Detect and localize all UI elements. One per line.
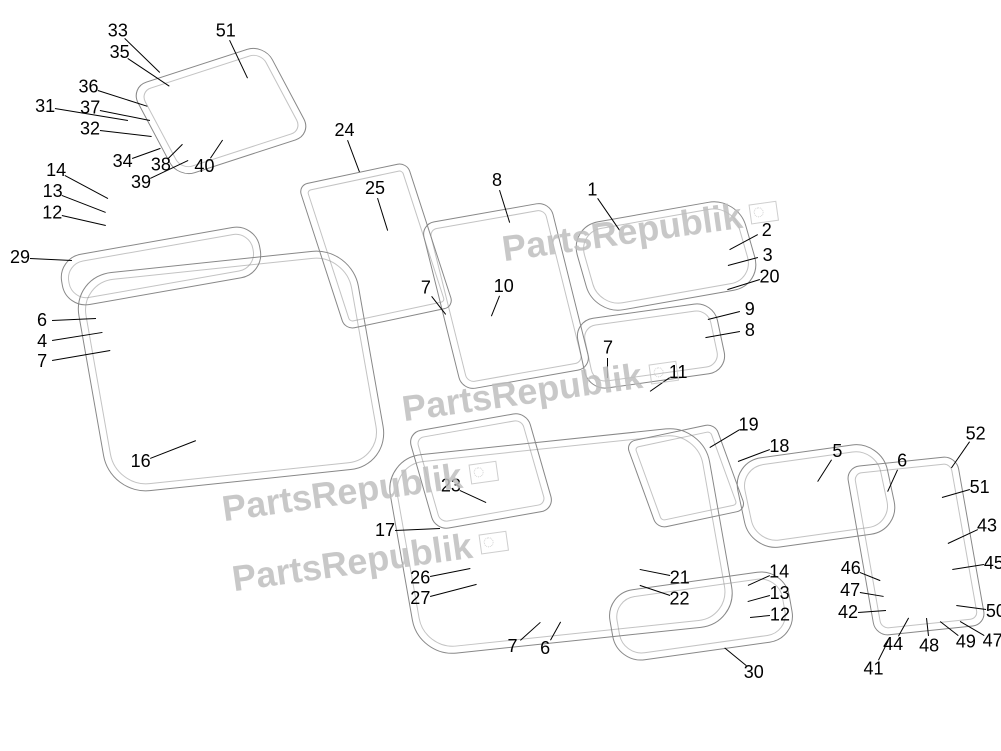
callout-label: 48: [919, 635, 939, 656]
flag-icon: [649, 361, 680, 385]
callout-label: 14: [769, 561, 789, 582]
flag-icon: [749, 201, 780, 225]
callout-label: 7: [421, 278, 431, 299]
callout-label: 3: [763, 245, 773, 266]
callout-label: 47: [983, 631, 1001, 652]
callout-label: 51: [970, 477, 990, 498]
callout-label: 4: [37, 331, 47, 352]
callout-label: 44: [883, 634, 903, 655]
callout-label: 13: [43, 181, 63, 202]
callout-label: 12: [770, 605, 790, 626]
callout-label: 22: [669, 589, 689, 610]
callout-label: 43: [977, 515, 997, 536]
callout-label: 10: [494, 276, 514, 297]
callout-label: 21: [670, 567, 690, 588]
callout-label: 49: [956, 632, 976, 653]
callout-label: 36: [78, 76, 98, 97]
parts-diagram-canvas: 3335513631373234384039141312292425812320…: [0, 0, 1001, 751]
callout-label: 20: [760, 267, 780, 288]
callout-label: 47: [840, 580, 860, 601]
callout-label: 41: [864, 658, 884, 679]
callout-label: 50: [986, 601, 1001, 622]
callout-label: 8: [492, 170, 502, 191]
callout-label: 38: [151, 155, 171, 176]
callout-label: 8: [745, 320, 755, 341]
callout-label: 24: [334, 120, 354, 141]
flag-icon: [469, 461, 500, 485]
callout-label: 19: [739, 414, 759, 435]
callout-label: 9: [745, 299, 755, 320]
callout-label: 30: [744, 662, 764, 683]
callout-label: 7: [508, 636, 518, 657]
callout-label: 27: [410, 588, 430, 609]
callout-label: 33: [108, 21, 128, 42]
callout-label: 46: [841, 558, 861, 579]
callout-label: 32: [80, 118, 100, 139]
callout-label: 35: [110, 42, 130, 63]
callout-label: 31: [35, 96, 55, 117]
callout-label: 29: [10, 247, 30, 268]
callout-label: 52: [966, 423, 986, 444]
callout-label: 37: [80, 98, 100, 119]
callout-label: 25: [365, 178, 385, 199]
callout-label: 12: [42, 202, 62, 223]
callout-label: 6: [37, 310, 47, 331]
callout-label: 39: [131, 172, 151, 193]
callout-label: 7: [37, 351, 47, 372]
callout-label: 18: [769, 436, 789, 457]
callout-label: 13: [770, 583, 790, 604]
callout-label: 7: [603, 338, 613, 359]
callout-label: 42: [838, 602, 858, 623]
callout-label: 6: [897, 450, 907, 471]
callout-label: 40: [194, 156, 214, 177]
callout-label: 14: [46, 160, 66, 181]
flag-icon: [479, 531, 510, 555]
callout-label: 45: [984, 553, 1001, 574]
callout-label: 6: [540, 638, 550, 659]
callout-label: 16: [131, 451, 151, 472]
callout-label: 51: [216, 20, 236, 41]
callout-label: 1: [587, 179, 597, 200]
callout-label: 5: [832, 441, 842, 462]
callout-label: 34: [113, 151, 133, 172]
